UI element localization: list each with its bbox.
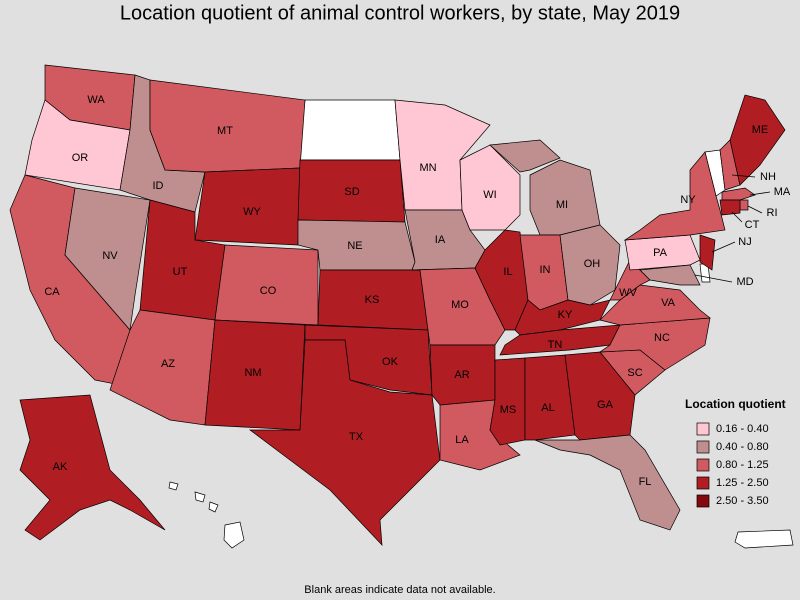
state-shape [514,299,611,336]
state-shape [64,187,151,331]
leader-line [731,211,743,223]
state-label: VA [661,297,676,309]
blank-state [299,99,401,161]
state-label: UT [173,266,188,278]
state-label: WA [87,94,105,106]
leader-line [747,205,763,214]
leader-line [731,174,756,178]
state-label: KS [365,294,380,306]
blank-state [168,481,179,491]
state-label: MN [419,162,436,174]
legend-label: 1.25 - 2.50 [716,477,769,489]
state-label: TX [349,431,364,443]
state-label: GA [597,399,614,411]
legend-label: 0.16 - 0.40 [716,423,769,435]
state-label: NV [102,250,118,262]
state-shape [739,199,749,211]
state-label: IA [435,234,446,246]
note: Blank areas indicate data not available. [304,584,495,596]
state-label: WY [243,206,261,218]
state-shape [639,264,701,286]
state-label: NJ [738,236,751,248]
state-shape [524,354,576,441]
state-label: NH [760,171,776,183]
state-label: FL [639,476,652,488]
state-label: NE [347,240,362,252]
blank-state [223,521,245,549]
state-label: MT [217,125,233,137]
legend-label: 2.50 - 3.50 [716,495,769,507]
legend-title: Location quotient [685,397,786,411]
state-shape [489,357,526,446]
legend-label: 0.40 - 0.80 [716,441,769,453]
state-label: NC [654,332,670,344]
state-shape [459,144,521,231]
state-label: IL [503,266,512,278]
state-label: NM [244,367,261,379]
leader-line [711,241,736,253]
state-label: TN [548,339,563,351]
state-shape [699,234,716,271]
state-label: AR [454,369,469,381]
legend-label: 0.80 - 1.25 [716,459,769,471]
leader-line [749,191,771,196]
state-label: ID [153,180,164,192]
legend: 0.16 - 0.40 0.40 - 0.80 0.80 - 1.25 1.25 - … [696,422,769,508]
legend-swatch [696,494,710,508]
state-shape [248,339,441,546]
state-shape [534,434,681,531]
state-label: MS [500,404,517,416]
state-shape [19,394,166,541]
state-label: OH [584,258,601,270]
blank-state [734,529,794,549]
state-label: PA [653,247,668,259]
state-label: OR [72,152,89,164]
state-shape [729,94,786,186]
state-label: NY [680,194,696,206]
state-label: RI [767,207,778,219]
state-label: OK [382,356,399,368]
legend-swatch [696,476,710,490]
state-label: MD [736,276,753,288]
state-label: MI [556,199,568,211]
state-label: CO [260,285,277,297]
state-shape [529,159,601,236]
state-labels: WA OR CA NV ID MT WY UT AZ CO NM SD NE KS OK TX MN IA MO AR… [44,94,791,488]
state-label: AZ [161,358,175,370]
state-label: WV [619,287,637,299]
map-title: Location quotient of animal control work… [120,2,680,24]
state-shape [489,139,561,173]
state-label: ME [752,124,769,136]
state-label: AL [541,402,554,414]
states [9,64,786,546]
state-label: SC [627,367,642,379]
legend-swatch [696,458,710,472]
state-label: IN [540,264,551,276]
state-shape [623,151,726,241]
state-label: KY [558,309,573,321]
blank-state [194,491,206,503]
state-shape [719,199,741,216]
state-label: MA [774,186,791,198]
state-label: WI [483,189,496,201]
legend-swatch [696,440,710,454]
state-label: AK [53,461,68,473]
state-shape [721,187,756,201]
legend-swatch [696,422,710,436]
state-label: SD [344,186,359,198]
state-label: MO [451,299,469,311]
state-label: CT [745,219,760,231]
leader-line [694,274,733,283]
state-label: LA [455,434,469,446]
state-label: CA [44,286,60,298]
blank-state [208,501,219,513]
